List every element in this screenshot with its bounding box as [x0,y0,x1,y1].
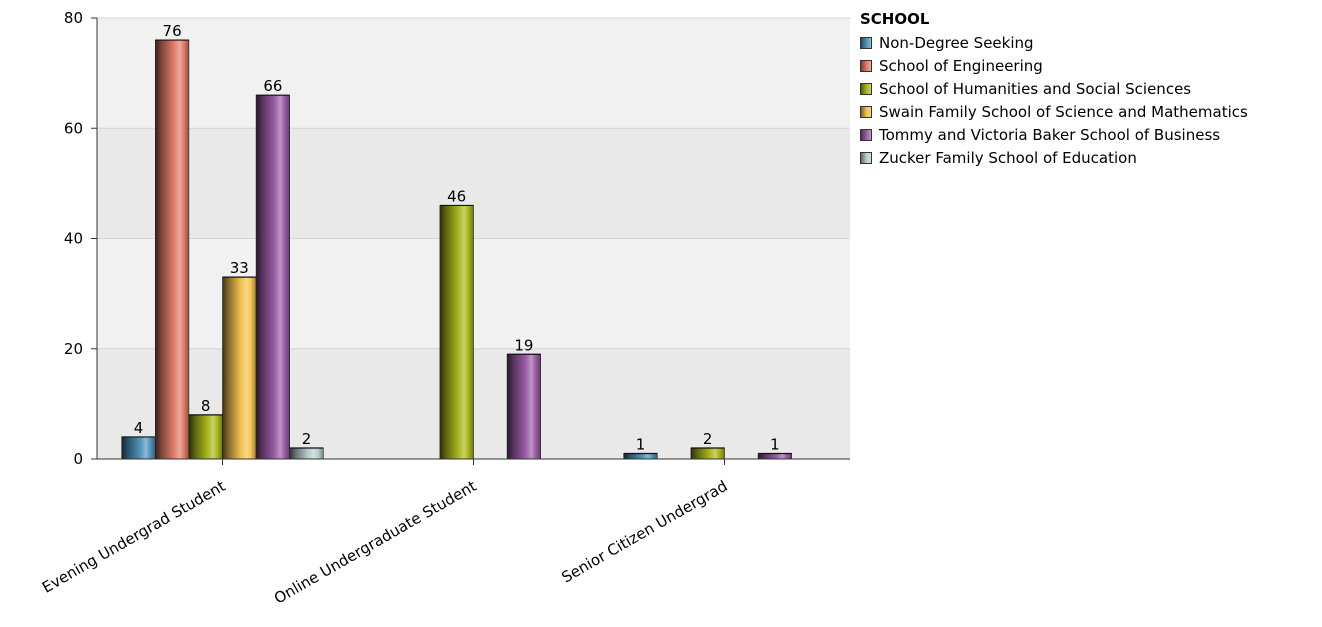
bar-school-of-humanities-and-social-sciences-senior-citizen-undergrad [690,447,725,460]
bars [121,39,792,460]
data-label: 2 [302,430,312,448]
bar-non-degree-seeking-senior-citizen-undergrad [623,453,658,460]
data-label: 4 [134,419,144,437]
axes [91,17,850,465]
data-labels: 4 76 8 33 66 2 46 19 1 2 1 [134,22,780,453]
legend-swatch [860,128,872,141]
bar-zucker-family-school-of-education-evening-undergrad-student [289,447,324,460]
x-category-label: Online Undergraduate Student [271,477,480,608]
bar-swain-family-school-of-science-and-mathematics-evening-undergrad-student [222,276,257,460]
data-label: 8 [201,397,211,415]
legend-item-tommy-and-victoria-baker-school-of-business: Tommy and Victoria Baker School of Busin… [860,123,1248,146]
bar-tommy-and-victoria-baker-school-of-business-evening-undergrad-student [255,94,291,460]
data-label: 33 [230,259,249,277]
x-category-label: Evening Undergrad Student [39,477,229,597]
bar-school-of-humanities-and-social-sciences-evening-undergrad-student [188,414,223,460]
y-tick-label: 80 [64,9,83,27]
data-label: 76 [163,22,182,40]
bar-non-degree-seeking-evening-undergrad-student [121,436,156,460]
data-label: 2 [703,430,713,448]
plot-band [97,18,850,129]
legend-label: School of Humanities and Social Sciences [879,79,1192,98]
legend-item-school-of-humanities-and-social-sciences: School of Humanities and Social Sciences [860,77,1248,100]
legend-label: Swain Family School of Science and Mathe… [879,102,1248,121]
y-tick-label: 40 [64,230,83,248]
legend-item-swain-family-school-of-science-and-mathematics: Swain Family School of Science and Mathe… [860,100,1248,123]
legend-swatch [860,151,872,164]
legend-swatch [860,59,872,72]
legend-item-non-degree-seeking: Non-Degree Seeking [860,31,1248,54]
legend: SCHOOL Non-Degree Seeking School of Engin… [860,9,1248,169]
y-tick-labels: 0 20 40 60 80 [64,9,83,468]
data-label: 19 [514,336,533,354]
legend-title: SCHOOL [860,10,930,28]
data-label: 1 [636,435,646,453]
legend-label: Tommy and Victoria Baker School of Busin… [879,125,1221,144]
data-label: 46 [447,187,466,205]
legend-swatch [860,105,872,118]
legend-item-zucker-family-school-of-education: Zucker Family School of Education [860,146,1248,169]
x-category-labels: Evening Undergrad Student Online Undergra… [39,477,730,608]
y-tick-label: 20 [64,340,83,358]
y-tick-label: 0 [73,450,83,468]
legend-swatch [860,82,872,95]
bar-school-of-humanities-and-social-sciences-online-undergraduate-student [439,205,474,460]
legend-label: Zucker Family School of Education [879,148,1137,167]
legend-item-school-of-engineering: School of Engineering [860,54,1248,77]
bar-school-of-engineering-evening-undergrad-student [155,39,190,460]
legend-swatch [860,36,872,49]
bar-tommy-and-victoria-baker-school-of-business-senior-citizen-undergrad [757,453,792,460]
bar-tommy-and-victoria-baker-school-of-business-online-undergraduate-student [506,353,542,460]
legend-label: School of Engineering [879,56,1043,75]
legend-label: Non-Degree Seeking [879,33,1034,52]
y-tick-label: 60 [64,119,83,137]
data-label: 1 [770,435,780,453]
data-label: 66 [263,77,282,95]
x-category-label: Senior Citizen Undergrad [559,477,731,587]
